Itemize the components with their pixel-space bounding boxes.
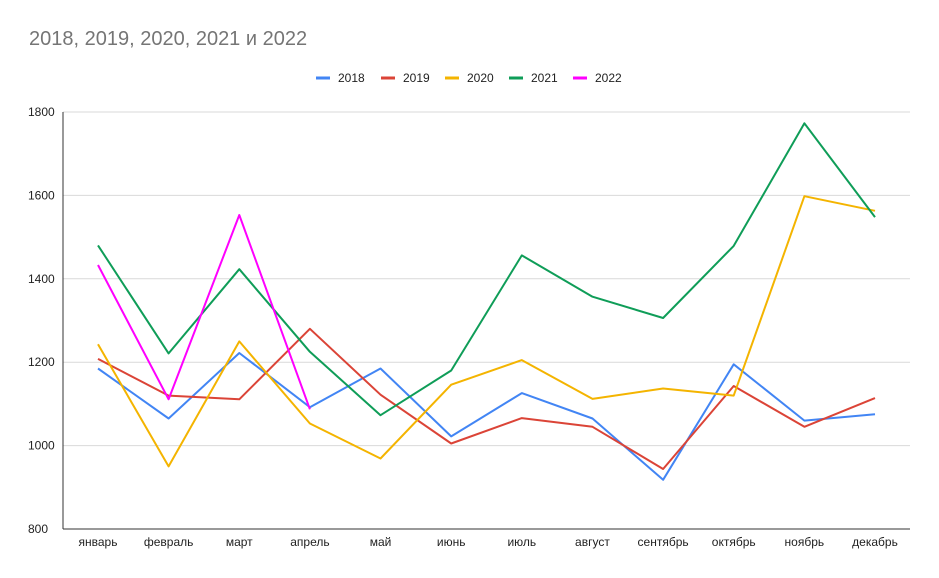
gridlines xyxy=(62,111,910,530)
series-line-2020 xyxy=(97,195,876,468)
x-tick-label: июнь xyxy=(437,535,466,549)
x-tick-label: октябрь xyxy=(712,535,756,549)
y-axis-ticks: 800 1000 1200 1400 1600 1800 xyxy=(28,105,55,536)
legend: 2018 2019 2020 2021 2022 xyxy=(316,71,622,85)
legend-label: 2020 xyxy=(467,71,494,85)
legend-label: 2022 xyxy=(595,71,622,85)
series-line-2019 xyxy=(97,327,876,470)
y-tick-label: 800 xyxy=(28,522,48,536)
legend-label: 2021 xyxy=(531,71,558,85)
x-tick-label: август xyxy=(575,535,610,549)
x-tick-label: апрель xyxy=(290,535,329,549)
x-tick-label: ноябрь xyxy=(785,535,825,549)
x-axis-ticks: январь февраль март апрель май июнь июль август… xyxy=(79,535,898,549)
x-tick-label: февраль xyxy=(144,535,194,549)
x-tick-label: июль xyxy=(507,535,536,549)
x-tick-label: январь xyxy=(79,535,118,549)
x-tick-label: сентябрь xyxy=(638,535,689,549)
y-tick-label: 1800 xyxy=(28,105,55,119)
y-tick-label: 1000 xyxy=(28,439,55,453)
x-tick-label: май xyxy=(370,535,392,549)
y-tick-label: 1200 xyxy=(28,355,55,369)
x-tick-label: март xyxy=(226,535,253,549)
series-line-2021 xyxy=(97,122,876,417)
y-tick-label: 1600 xyxy=(28,188,55,202)
legend-label: 2019 xyxy=(403,71,430,85)
x-tick-label: декабрь xyxy=(852,535,898,549)
y-tick-label: 1400 xyxy=(28,272,55,286)
series-line-2022 xyxy=(97,214,311,410)
chart-title: 2018, 2019, 2020, 2021 и 2022 xyxy=(29,28,308,50)
series-lines xyxy=(97,122,876,481)
legend-label: 2018 xyxy=(338,71,365,85)
